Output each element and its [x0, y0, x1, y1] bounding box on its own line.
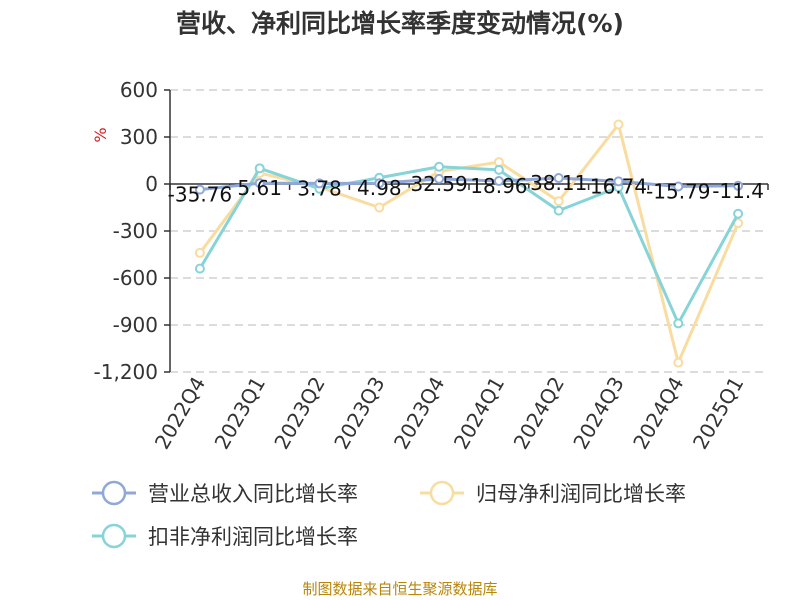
data-label: 38.11 [530, 171, 587, 195]
data-point [434, 173, 445, 184]
data-point [493, 176, 504, 187]
series-lines [194, 119, 744, 368]
data-point [314, 178, 325, 189]
y-tick-label: 600 [120, 78, 158, 102]
x-tick-label: 2023Q1 [210, 373, 270, 454]
chart-title: 营收、净利同比增长率季度变动情况(%) [176, 9, 624, 38]
y-axis-unit-label: % [91, 127, 110, 142]
data-point [254, 163, 265, 174]
series-line [198, 122, 740, 365]
data-label: 4.98 [357, 176, 402, 200]
data-point [613, 119, 624, 130]
data-label: 5.61 [237, 176, 282, 200]
data-point [613, 176, 624, 187]
data-point [553, 173, 564, 184]
series-line [198, 165, 740, 325]
y-tick-label: -600 [113, 266, 158, 290]
x-tick-label: 2023Q4 [389, 372, 449, 453]
data-point [194, 263, 205, 274]
data-point [673, 318, 684, 329]
data-labels: -35.76 5.61 3.78 4.98 32.59 18.96 38.11 16.74-1… [168, 171, 764, 207]
data-point [553, 205, 564, 216]
data-point [194, 184, 205, 195]
data-point [374, 178, 385, 189]
legend-label: 营业总收入同比增长率 [148, 482, 358, 506]
y-tick-label: 0 [145, 172, 158, 196]
legend-swatch-marker [429, 480, 455, 506]
x-tick-label: 2024Q1 [449, 373, 509, 454]
y-tick-label: -900 [113, 313, 158, 337]
x-tick-label: 2024Q4 [628, 373, 688, 454]
data-point [673, 357, 684, 368]
data-label: 18.96 [470, 174, 527, 198]
legend-label: 扣非净利润同比增长率 [148, 525, 358, 549]
legend-swatch-marker [101, 523, 127, 549]
y-tick-label: -300 [113, 219, 158, 243]
x-tick-label: 2024Q3 [568, 373, 628, 454]
x-tick-label: 2023Q2 [269, 373, 329, 454]
y-tick-label: 300 [120, 125, 158, 149]
x-tick-label: 2023Q3 [329, 373, 389, 454]
x-tick-label: 2022Q4 [150, 373, 210, 454]
data-point [493, 157, 504, 168]
legend-label: 归母净利润同比增长率 [476, 482, 686, 506]
data-point [194, 247, 205, 258]
data-label: 32.59 [410, 172, 467, 196]
series-line [199, 176, 739, 192]
data-point [733, 180, 744, 191]
y-tick-labels: 600 300 0 -300 -600 -900 -1,200 [94, 78, 170, 384]
data-label: -35.76 [168, 183, 232, 207]
data-point [434, 161, 445, 172]
data-point [733, 208, 744, 219]
legend-swatch-marker [101, 480, 127, 506]
data-point [254, 178, 265, 189]
data-point [553, 196, 564, 207]
data-label: -15.79 [646, 179, 710, 203]
y-tick-label: -1,200 [94, 360, 158, 384]
x-tick-label: 2025Q1 [688, 373, 748, 454]
x-tick-label: 2024Q2 [509, 373, 569, 454]
source-note: 制图数据来自恒生聚源数据库 [302, 580, 497, 598]
data-point [374, 202, 385, 213]
data-label: -11.4 [712, 179, 764, 203]
data-label: 16.74 [590, 174, 647, 198]
data-label: 3.78 [297, 176, 342, 200]
data-point [493, 164, 504, 175]
grid-lines [170, 89, 768, 373]
data-point [673, 181, 684, 192]
